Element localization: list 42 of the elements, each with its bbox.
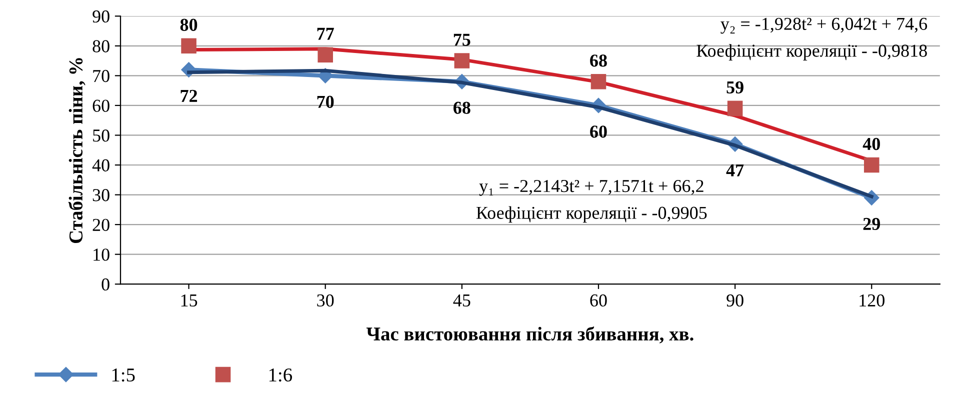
point	[454, 53, 470, 68]
y-tick-label: 20	[92, 218, 110, 232]
x-tick-label: 45	[453, 294, 470, 307]
data-label: 59	[726, 81, 744, 94]
x-tick-label: 90	[726, 294, 744, 307]
data-label: 68	[590, 54, 607, 67]
data-label: 60	[590, 126, 607, 138]
legend-label: 1:6	[269, 368, 292, 382]
data-label: 80	[180, 18, 198, 31]
annotation: y₁ = -2,2143t² + 7,1571t + 66,2	[479, 180, 704, 196]
data-label: 72	[180, 90, 198, 102]
x-tick-label: 60	[590, 294, 607, 307]
point	[727, 100, 743, 116]
y-tick-label: 80	[92, 40, 110, 52]
y-axis-title: Стабільність піни, %	[68, 58, 86, 244]
point	[864, 157, 880, 173]
y-tick-label: 70	[93, 70, 110, 82]
y-tick-label: 10	[94, 248, 110, 261]
annotation: y₂ = -1,928t² + 6,042t + 74,6	[720, 18, 928, 34]
point	[590, 74, 606, 90]
y-tick-label: 90	[92, 10, 110, 23]
y-tick-label: 0	[102, 278, 110, 291]
point	[318, 47, 333, 62]
x-tick-label: 30	[317, 294, 334, 307]
data-label: 47	[726, 164, 744, 176]
point	[181, 38, 196, 54]
data-label: 40	[862, 138, 880, 150]
x-tick-label: 15	[181, 294, 198, 307]
y-tick-label: 30	[92, 189, 110, 202]
x-axis-title: Час вистоювання після збивання, хв.	[366, 326, 694, 344]
y-tick-label: 50	[93, 129, 110, 142]
data-label: 70	[317, 96, 334, 108]
annotation: Коефіцієнт кореляції - -0,9818	[696, 44, 927, 60]
data-label: 68	[454, 102, 470, 114]
data-label: 75	[454, 34, 470, 46]
data-label: 77	[317, 28, 334, 40]
y-tick-label: 60	[92, 100, 110, 112]
x-tick-label: 120	[860, 294, 884, 307]
data-label: 29	[863, 218, 880, 230]
legend-label: 1:5	[112, 368, 135, 382]
y-tick-label: 40	[92, 159, 110, 172]
annotation: Коефіцієнт кореляції - -0,9905	[476, 206, 707, 223]
